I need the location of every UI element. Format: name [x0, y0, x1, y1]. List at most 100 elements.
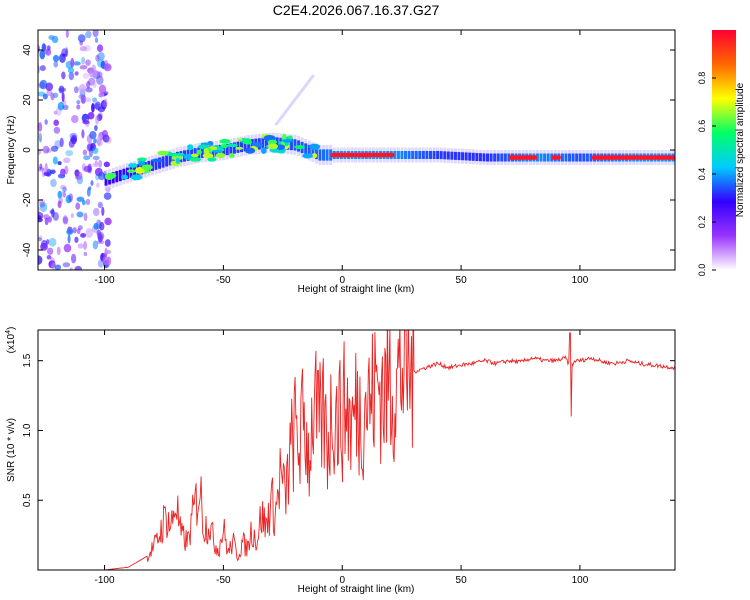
- x-tick-label: 0: [339, 575, 345, 586]
- ridge-band: [293, 139, 297, 151]
- noise-blob: [83, 165, 92, 173]
- ridge-blob: [311, 153, 318, 159]
- ridge-blob: [175, 157, 180, 164]
- y-tick-label: 0.5: [22, 493, 33, 507]
- ridge-blob: [215, 152, 226, 159]
- ridge-band: [264, 137, 268, 149]
- ridge-band: [443, 151, 447, 160]
- noise-blob: [70, 115, 79, 124]
- noise-blob: [78, 83, 87, 94]
- ridge-blob: [244, 147, 256, 154]
- ridge-band: [582, 153, 586, 162]
- ridge-blob: [126, 169, 136, 173]
- noise-blob: [50, 145, 59, 152]
- ridge-blob: [191, 153, 199, 158]
- ridge-band: [396, 151, 400, 159]
- noise-blob: [83, 155, 91, 161]
- noise-blob: [72, 227, 77, 234]
- snr-y-axis-label: SNR (10 * v/v): [6, 418, 17, 482]
- noise-blob: [59, 137, 64, 148]
- noise-blob: [39, 79, 48, 90]
- ridge-peak: [591, 155, 675, 160]
- x-tick-label: 50: [456, 275, 468, 286]
- snr-x-ticks: -100 -50 0 50 100: [95, 330, 589, 586]
- spectrogram-panel: -100 -50 0 50 100 -40 -20 0 20 40 Height of stra…: [6, 29, 676, 295]
- ridge-band: [411, 151, 415, 159]
- noise-blob: [85, 87, 93, 93]
- snr-y-ticks: 0.5 1.0 1.5: [22, 353, 675, 507]
- noise-blob: [62, 262, 71, 268]
- noise-blob: [102, 100, 108, 108]
- y-tick-label: 1.5: [22, 353, 33, 367]
- noise-blob: [96, 75, 104, 85]
- ridge-band: [436, 151, 440, 159]
- noise-blob: [95, 115, 100, 125]
- noise-blob: [49, 169, 56, 175]
- noise-blob: [53, 110, 58, 115]
- ridge-blob: [287, 135, 293, 140]
- noise-blob: [62, 214, 68, 224]
- noise-blob: [97, 259, 105, 268]
- ridge-band: [564, 153, 568, 162]
- ridge-band: [168, 154, 172, 166]
- noise-blob: [82, 72, 90, 79]
- ridge-blob: [134, 166, 145, 174]
- noise-blob: [97, 51, 105, 61]
- ridge-band: [125, 167, 129, 179]
- noise-blob: [101, 129, 108, 138]
- ridge-band: [560, 153, 564, 162]
- noise-blob: [93, 82, 97, 88]
- noise-blob: [50, 92, 55, 101]
- ridge-blob: [235, 146, 244, 150]
- noise-blob: [97, 201, 103, 209]
- noise-blob: [38, 235, 43, 240]
- noise-blob: [61, 92, 65, 102]
- colorbar-tick-label: 0.4: [697, 168, 707, 181]
- ridge-band: [229, 143, 233, 155]
- noise-blob: [58, 87, 67, 93]
- noise-blob: [85, 30, 92, 39]
- noise-blob: [38, 255, 43, 265]
- noise-blob: [46, 89, 53, 97]
- ridge-band: [568, 153, 572, 162]
- noise-blob: [79, 46, 88, 52]
- spectrogram-x-ticks: -100 -50 0 50 100: [95, 30, 589, 286]
- ridge-blob: [302, 153, 313, 159]
- noise-blob: [93, 222, 99, 230]
- noise-blob: [57, 190, 63, 199]
- noise-blob: [91, 103, 95, 113]
- noise-blob: [69, 137, 77, 142]
- noise-blob: [85, 59, 91, 66]
- ridge-band: [311, 146, 315, 158]
- ridge-blob: [130, 174, 143, 181]
- ridge-peak: [330, 152, 371, 158]
- noise-blob: [99, 221, 105, 231]
- ridge-band: [122, 168, 126, 180]
- ridge-blob: [187, 144, 194, 151]
- noise-blob: [63, 157, 71, 164]
- noise-blob: [68, 71, 75, 81]
- ridge-blob: [107, 172, 117, 179]
- noise-blob: [93, 138, 97, 144]
- colorbar-tick-label: 0.2: [697, 216, 707, 229]
- ridge-band: [486, 153, 490, 162]
- noise-blob: [38, 217, 43, 223]
- ridge-band: [232, 142, 236, 154]
- noise-blob: [53, 126, 61, 134]
- noise-blob: [44, 119, 48, 125]
- ridge-blob: [237, 138, 243, 142]
- noise-blob: [42, 93, 48, 100]
- ridge-band: [325, 149, 329, 161]
- noise-blob: [61, 71, 66, 80]
- snr-frame: [37, 329, 676, 571]
- y-tick-label: -40: [22, 242, 33, 257]
- ridge-band: [247, 139, 251, 151]
- ridge-blob: [137, 157, 147, 162]
- noise-blob: [60, 170, 65, 176]
- ridge-band: [478, 153, 482, 162]
- noise-blob: [77, 243, 84, 249]
- noise-blob: [92, 162, 100, 168]
- ridge-blob: [267, 143, 279, 150]
- ridge-band: [407, 151, 411, 159]
- ridge-band: [304, 143, 308, 155]
